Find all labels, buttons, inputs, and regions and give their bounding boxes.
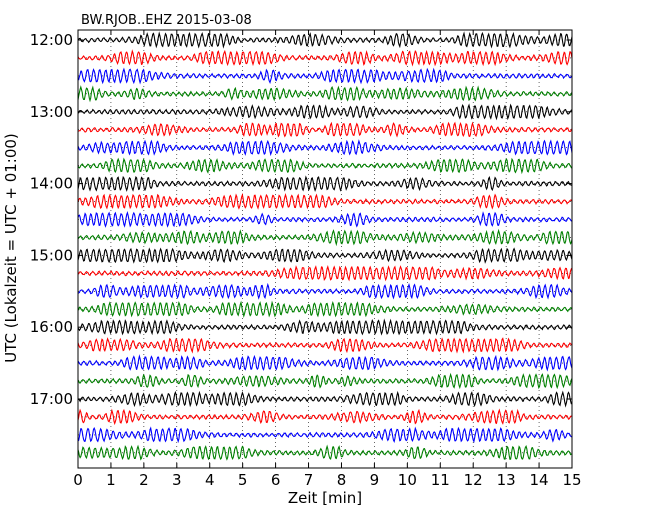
x-tick-label: 15 bbox=[562, 471, 581, 489]
seismogram-trace-23 bbox=[77, 426, 573, 444]
seismogram-trace-8 bbox=[77, 157, 573, 175]
y-tick-label: 15:00 bbox=[30, 246, 73, 264]
seismogram-trace-11 bbox=[77, 211, 572, 228]
seismogram-trace-20 bbox=[77, 372, 573, 390]
seismogram-trace-13 bbox=[77, 247, 573, 264]
seismogram-trace-24 bbox=[77, 444, 572, 461]
y-tick-label: 17:00 bbox=[30, 390, 73, 408]
x-tick-label: 8 bbox=[337, 471, 347, 489]
x-tick-label: 9 bbox=[370, 471, 380, 489]
y-tick-label: 13:00 bbox=[30, 103, 73, 121]
y-tick-label: 12:00 bbox=[30, 31, 73, 49]
x-axis: 0 1 2 3 4 5 6 7 8 9 10 11 12 13 14 15 bbox=[73, 30, 582, 489]
seismogram-trace-16 bbox=[77, 300, 573, 318]
seismogram-trace-7 bbox=[77, 139, 573, 157]
x-tick-label: 14 bbox=[530, 471, 549, 489]
x-tick-label: 13 bbox=[497, 471, 516, 489]
chart-title: BW.RJOB..EHZ 2015-03-08 bbox=[81, 13, 252, 28]
x-tick-label: 10 bbox=[398, 471, 417, 489]
x-tick-label: 4 bbox=[205, 471, 215, 489]
seismogram-trace-15 bbox=[77, 282, 573, 300]
seismogram-trace-10 bbox=[77, 192, 573, 210]
seismogram-trace-18 bbox=[77, 337, 573, 354]
seismogram-trace-3 bbox=[77, 67, 573, 85]
seismogram-trace-21 bbox=[77, 390, 572, 408]
seismogram-trace-2 bbox=[77, 49, 573, 67]
seismogram-trace-5 bbox=[77, 103, 573, 121]
y-axis: 12:00 13:00 14:00 15:00 16:00 17:00 bbox=[30, 31, 572, 408]
x-tick-label: 12 bbox=[464, 471, 483, 489]
seismogram-trace-6 bbox=[77, 121, 573, 138]
traces bbox=[77, 31, 573, 461]
seismogram-trace-22 bbox=[77, 408, 573, 426]
x-axis-label: Zeit [min] bbox=[288, 489, 362, 507]
x-tick-label: 1 bbox=[106, 471, 116, 489]
x-tick-label: 5 bbox=[238, 471, 248, 489]
y-tick-label: 14:00 bbox=[30, 175, 73, 193]
plot-frame bbox=[77, 29, 573, 469]
seismogram-trace-4 bbox=[77, 85, 573, 103]
seismogram-trace-9 bbox=[77, 175, 573, 192]
y-axis-label: UTC (Lokalzeit = UTC + 01:00) bbox=[2, 133, 20, 363]
seismogram-trace-1 bbox=[77, 31, 573, 49]
x-tick-label: 0 bbox=[73, 471, 83, 489]
x-tick-label: 2 bbox=[139, 471, 149, 489]
y-tick-label: 16:00 bbox=[30, 318, 73, 336]
seismogram-trace-12 bbox=[77, 228, 573, 247]
x-tick-label: 11 bbox=[431, 471, 450, 489]
seismogram-trace-19 bbox=[77, 354, 573, 372]
x-tick-label: 7 bbox=[304, 471, 314, 489]
seismogram-trace-14 bbox=[77, 264, 573, 282]
seismogram-trace-17 bbox=[77, 318, 573, 336]
x-tick-label: 6 bbox=[271, 471, 281, 489]
x-tick-label: 3 bbox=[172, 471, 182, 489]
